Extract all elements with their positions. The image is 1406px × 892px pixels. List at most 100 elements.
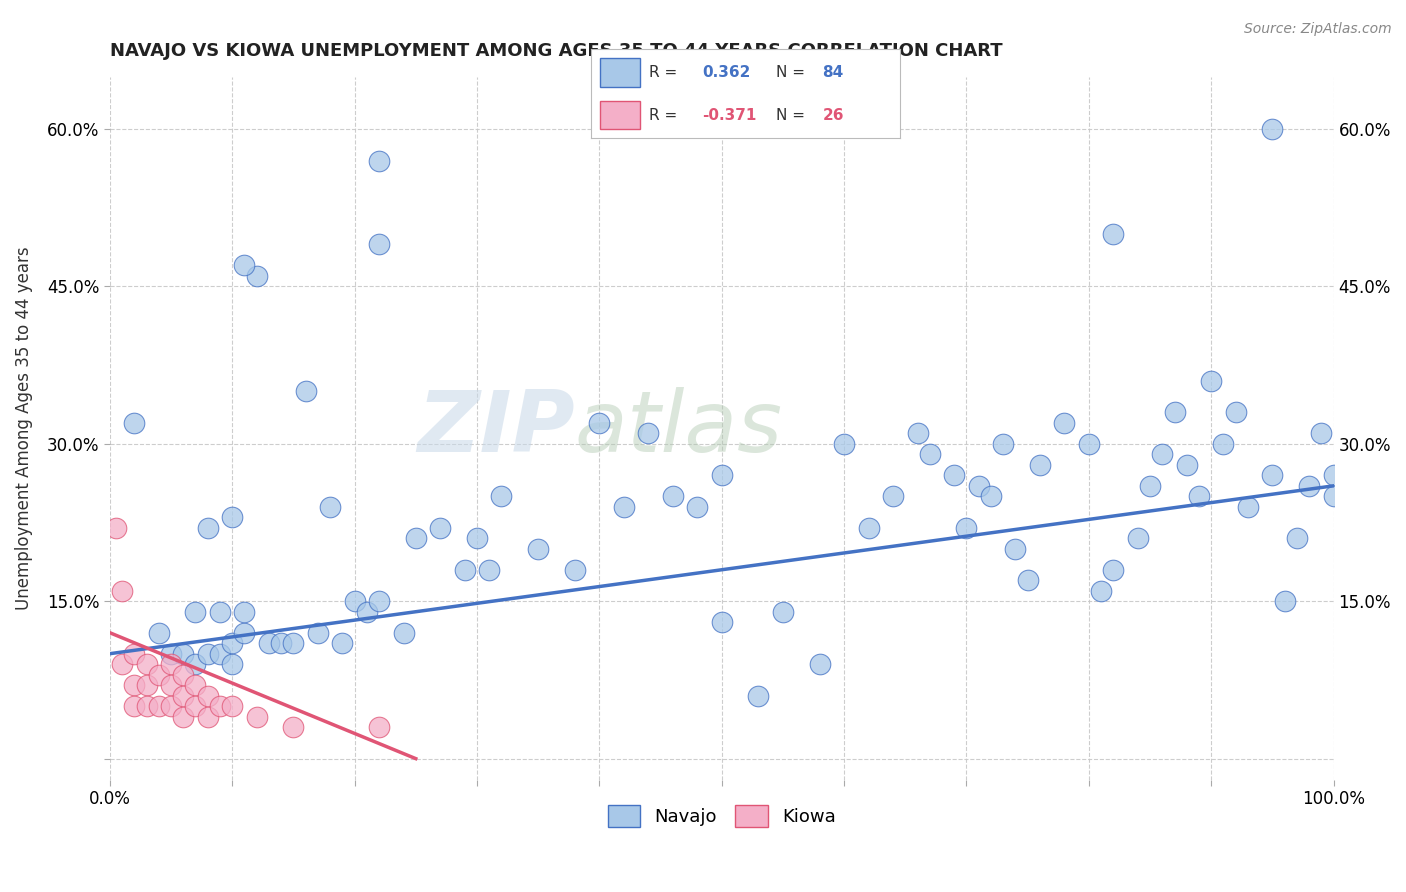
Point (221, 636, 243, 650)
Point (233, 259, 256, 273)
Point (465, 531, 488, 545)
Text: atlas: atlas (575, 386, 783, 469)
Point (1212, 437, 1234, 451)
Point (1004, 541, 1026, 556)
Point (135, 678, 157, 692)
Point (197, 521, 219, 535)
Point (1077, 437, 1099, 451)
Point (1139, 479, 1161, 493)
Text: R =: R = (650, 65, 682, 79)
Text: N =: N = (776, 65, 810, 79)
Point (429, 521, 451, 535)
Point (172, 709, 194, 723)
Point (148, 667, 170, 681)
Point (148, 625, 170, 640)
Point (405, 531, 427, 545)
Text: Source: ZipAtlas.com: Source: ZipAtlas.com (1244, 22, 1392, 37)
Point (808, 657, 831, 672)
Legend: Navajo, Kiowa: Navajo, Kiowa (600, 797, 844, 834)
Point (257, 636, 280, 650)
Point (197, 709, 219, 723)
Point (588, 416, 610, 430)
Point (980, 489, 1002, 503)
Point (246, 709, 269, 723)
Point (661, 489, 683, 503)
Point (1199, 374, 1222, 388)
Point (246, 268, 269, 283)
Point (221, 510, 243, 524)
Point (1310, 426, 1333, 441)
Point (172, 689, 194, 703)
Point (124, 647, 146, 661)
Point (1152, 447, 1174, 461)
Point (478, 563, 501, 577)
Point (148, 699, 170, 714)
Point (160, 678, 183, 692)
Point (686, 500, 709, 514)
Point (1298, 479, 1320, 493)
Point (172, 647, 194, 661)
Point (330, 636, 353, 650)
Point (307, 625, 329, 640)
Point (221, 657, 243, 672)
Point (967, 479, 990, 493)
Point (184, 605, 207, 619)
Point (111, 583, 134, 598)
Point (1017, 574, 1039, 588)
Point (184, 678, 207, 692)
Point (104, 521, 127, 535)
Point (319, 500, 342, 514)
Point (1323, 468, 1346, 483)
Point (637, 426, 659, 441)
Point (392, 625, 415, 640)
Point (943, 468, 966, 483)
Point (184, 699, 207, 714)
Point (368, 594, 391, 608)
Point (221, 699, 243, 714)
Point (172, 667, 194, 681)
Text: 26: 26 (823, 108, 844, 122)
Text: 84: 84 (823, 65, 844, 79)
Point (294, 384, 316, 399)
Point (1261, 122, 1284, 136)
Point (184, 657, 207, 672)
Point (160, 647, 183, 661)
Point (124, 416, 146, 430)
Point (1188, 489, 1211, 503)
Point (233, 625, 256, 640)
Point (111, 657, 134, 672)
Point (208, 699, 231, 714)
Point (710, 468, 733, 483)
Point (356, 605, 378, 619)
Point (283, 636, 305, 650)
Point (747, 689, 769, 703)
Point (270, 636, 292, 650)
Point (368, 237, 391, 252)
Text: N =: N = (776, 108, 810, 122)
Point (491, 489, 513, 503)
Point (710, 615, 733, 630)
Point (993, 437, 1015, 451)
Point (160, 657, 183, 672)
Point (283, 720, 305, 734)
Point (1053, 416, 1076, 430)
Point (368, 153, 391, 168)
Point (1323, 489, 1346, 503)
Point (907, 426, 929, 441)
Point (135, 699, 157, 714)
Point (233, 605, 256, 619)
Point (1225, 405, 1247, 419)
Text: ZIP: ZIP (418, 386, 575, 469)
Text: -0.371: -0.371 (702, 108, 756, 122)
Point (124, 699, 146, 714)
Text: R =: R = (650, 108, 682, 122)
Point (197, 689, 219, 703)
Point (368, 720, 391, 734)
Point (160, 699, 183, 714)
Point (1029, 458, 1052, 472)
Point (832, 437, 855, 451)
Point (1261, 468, 1284, 483)
FancyBboxPatch shape (600, 58, 640, 87)
Point (197, 647, 219, 661)
Point (343, 594, 366, 608)
